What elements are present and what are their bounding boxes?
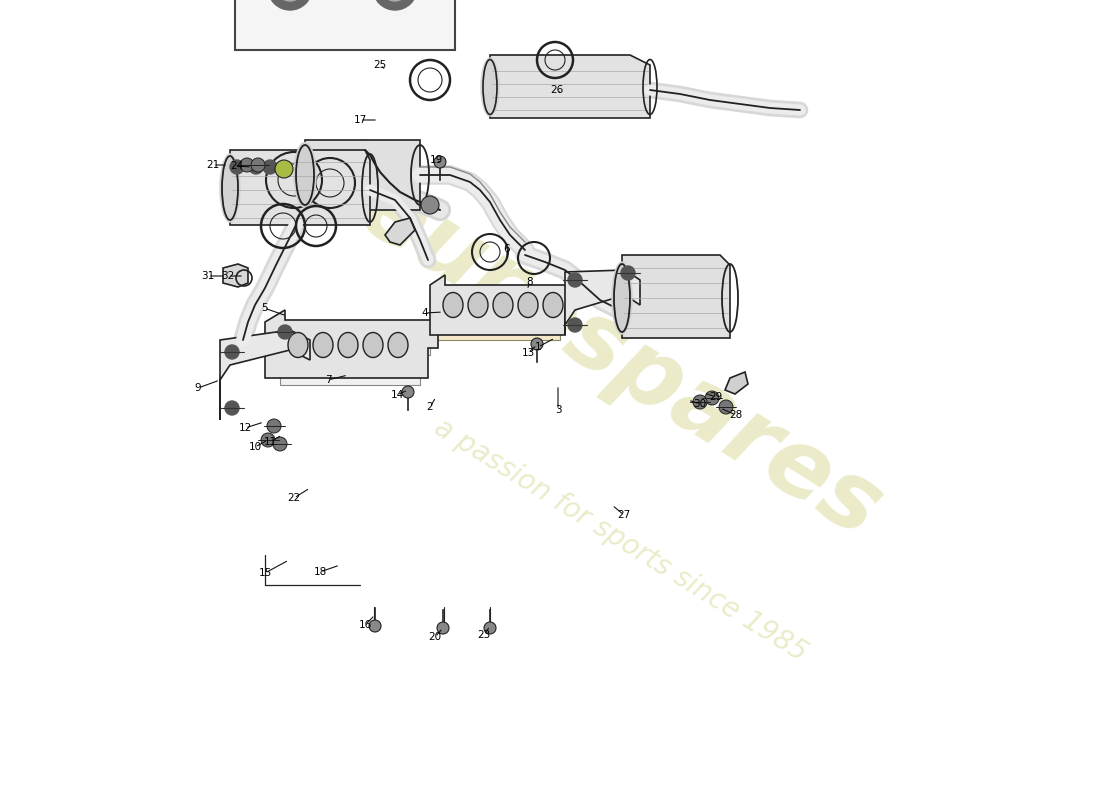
Text: 24: 24 bbox=[230, 161, 243, 171]
Text: 32: 32 bbox=[221, 271, 234, 281]
Text: 2: 2 bbox=[427, 402, 433, 412]
Polygon shape bbox=[565, 270, 640, 335]
Circle shape bbox=[275, 160, 293, 178]
Text: 20: 20 bbox=[428, 632, 441, 642]
Text: 4: 4 bbox=[421, 308, 428, 318]
Ellipse shape bbox=[468, 293, 488, 318]
Ellipse shape bbox=[338, 333, 358, 358]
Polygon shape bbox=[621, 255, 730, 338]
Text: eurospares: eurospares bbox=[342, 162, 898, 558]
Text: 18: 18 bbox=[314, 567, 327, 577]
Ellipse shape bbox=[363, 333, 383, 358]
Ellipse shape bbox=[443, 293, 463, 318]
Polygon shape bbox=[223, 264, 248, 287]
Polygon shape bbox=[430, 275, 575, 335]
Text: 3: 3 bbox=[554, 405, 561, 415]
Text: 17: 17 bbox=[353, 115, 366, 125]
Ellipse shape bbox=[612, 262, 632, 334]
Circle shape bbox=[226, 401, 239, 415]
Text: 12: 12 bbox=[239, 423, 252, 433]
Polygon shape bbox=[305, 140, 420, 210]
Text: 5: 5 bbox=[261, 303, 267, 313]
Circle shape bbox=[249, 160, 263, 174]
Polygon shape bbox=[230, 150, 370, 225]
Circle shape bbox=[277, 0, 302, 1]
Text: 26: 26 bbox=[550, 85, 563, 95]
Polygon shape bbox=[385, 218, 415, 245]
Circle shape bbox=[240, 158, 254, 172]
Text: 16: 16 bbox=[359, 620, 372, 630]
Circle shape bbox=[693, 395, 707, 409]
Text: 1: 1 bbox=[535, 342, 541, 352]
Circle shape bbox=[230, 160, 244, 174]
Ellipse shape bbox=[314, 333, 333, 358]
Circle shape bbox=[421, 196, 439, 214]
Circle shape bbox=[621, 266, 635, 280]
Circle shape bbox=[368, 620, 381, 632]
Ellipse shape bbox=[220, 154, 240, 222]
Text: 7: 7 bbox=[324, 375, 331, 385]
Text: 15: 15 bbox=[258, 568, 272, 578]
Text: a passion for sports since 1985: a passion for sports since 1985 bbox=[429, 413, 812, 667]
Text: 22: 22 bbox=[287, 493, 300, 503]
Text: 8: 8 bbox=[527, 277, 534, 287]
Text: 13: 13 bbox=[521, 348, 535, 358]
Ellipse shape bbox=[481, 58, 499, 116]
Text: 19: 19 bbox=[429, 155, 442, 165]
Text: 29: 29 bbox=[710, 392, 723, 402]
Circle shape bbox=[267, 419, 280, 433]
Circle shape bbox=[568, 318, 582, 332]
Text: 14: 14 bbox=[390, 390, 404, 400]
Circle shape bbox=[719, 400, 733, 414]
FancyBboxPatch shape bbox=[235, 0, 455, 50]
Text: 6: 6 bbox=[504, 244, 510, 254]
Circle shape bbox=[382, 0, 408, 1]
Circle shape bbox=[531, 338, 543, 350]
Circle shape bbox=[268, 0, 312, 10]
Text: 25: 25 bbox=[373, 60, 386, 70]
Text: 30: 30 bbox=[693, 399, 706, 409]
Polygon shape bbox=[430, 290, 570, 340]
Circle shape bbox=[373, 0, 417, 10]
Circle shape bbox=[402, 386, 414, 398]
Text: 21: 21 bbox=[207, 160, 220, 170]
Polygon shape bbox=[265, 310, 438, 378]
Polygon shape bbox=[220, 330, 310, 420]
Polygon shape bbox=[280, 330, 430, 385]
Circle shape bbox=[273, 437, 287, 451]
Polygon shape bbox=[490, 55, 650, 118]
Circle shape bbox=[437, 622, 449, 634]
Polygon shape bbox=[725, 372, 748, 394]
Text: 27: 27 bbox=[617, 510, 630, 520]
Circle shape bbox=[263, 160, 277, 174]
Circle shape bbox=[251, 158, 265, 172]
Text: 9: 9 bbox=[195, 383, 201, 393]
Ellipse shape bbox=[518, 293, 538, 318]
Circle shape bbox=[226, 345, 239, 359]
Text: 23: 23 bbox=[477, 630, 491, 640]
Ellipse shape bbox=[543, 293, 563, 318]
Ellipse shape bbox=[388, 333, 408, 358]
Circle shape bbox=[434, 156, 446, 168]
Ellipse shape bbox=[493, 293, 513, 318]
Ellipse shape bbox=[294, 142, 316, 207]
Text: 28: 28 bbox=[729, 410, 743, 420]
Circle shape bbox=[484, 622, 496, 634]
Text: 31: 31 bbox=[201, 271, 214, 281]
Circle shape bbox=[261, 433, 275, 447]
Text: 10: 10 bbox=[249, 442, 262, 452]
Text: 11: 11 bbox=[263, 437, 276, 447]
Circle shape bbox=[705, 391, 719, 405]
Circle shape bbox=[568, 273, 582, 287]
Ellipse shape bbox=[288, 333, 308, 358]
Circle shape bbox=[278, 325, 292, 339]
